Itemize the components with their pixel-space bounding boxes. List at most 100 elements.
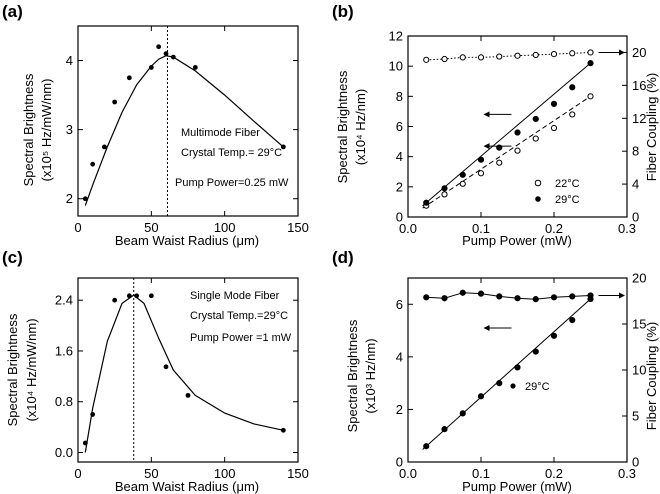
- panel-a-data-point: [90, 161, 96, 167]
- panel-d-y-tick-label: 2: [396, 402, 403, 417]
- panel-label-d: (d): [332, 248, 354, 267]
- panel-b-series-0-point: [569, 111, 576, 118]
- x-axis-title-a: Beam Waist Radius (μm): [115, 233, 259, 248]
- panel-b-series-0-point: [587, 93, 594, 100]
- panel-c-data-point: [82, 440, 88, 446]
- panel-a-data-point: [163, 51, 169, 57]
- panel-c-y-tick-label: 0.8: [55, 394, 73, 409]
- panel-b-x-tick-label: 0.3: [618, 221, 636, 236]
- panel-b-series-1-point: [569, 84, 576, 91]
- panel-b-coupling-line: [426, 52, 591, 61]
- panel-c-data-point: [112, 297, 118, 303]
- panel-b-series-1-point: [532, 115, 539, 123]
- panel-b-series-1-point: [477, 156, 485, 163]
- panel-d-series-0-point: [532, 348, 539, 355]
- panel-b-series-1-point: [496, 144, 503, 151]
- panel-b-left-axis-arrowhead: [483, 143, 490, 150]
- panel-c-y-tick-label: 1.6: [55, 343, 73, 358]
- panel-b-y-tick-label: 10: [389, 59, 403, 74]
- panel-d-series-1-point: [459, 289, 466, 296]
- panel-b-y2-tick-label: 8: [632, 144, 639, 159]
- panel-d-y-tick-label: 6: [396, 297, 403, 312]
- panel-c-x-tick-label: 100: [214, 466, 236, 481]
- panel-c-fit-curve: [84, 294, 284, 453]
- panel-a-data-point: [280, 144, 286, 150]
- panel-b-series-2-point: [550, 51, 558, 58]
- panel-b-series-0-point: [441, 191, 448, 198]
- panel-d-x-tick-label: 0.3: [618, 466, 636, 481]
- panel-b-series-1-point: [587, 60, 594, 67]
- panel-c-data-point: [134, 293, 140, 299]
- panel-a-data-point: [112, 99, 118, 105]
- panel-d-x-tick-label: 0.1: [472, 466, 490, 481]
- panel-d-y2-tick-label: 15: [632, 317, 646, 332]
- panel-a-data-point: [82, 196, 88, 202]
- panel-a-data-point: [126, 75, 132, 81]
- panel-b-series-2-point: [496, 53, 503, 60]
- panel-c-data-point: [148, 293, 154, 299]
- panel-b-series-2-point: [423, 56, 430, 63]
- panel-c-data-point: [126, 293, 132, 299]
- panel-c-y-tick-label: 0.0: [55, 445, 73, 460]
- panel-label-b: (b): [332, 2, 354, 21]
- panel-d-y2-tick-label: 5: [632, 409, 639, 424]
- y2-axis-title-d: Fiber Coupling (%): [644, 322, 659, 430]
- legend-marker-22c: [534, 179, 542, 187]
- x-axis-title-b: Pump Power (mW): [462, 233, 572, 248]
- y-axis-title-a-line2: (x10⁵ Hz/mW/nm): [39, 79, 54, 182]
- panel-d-y2-tick-label: 20: [632, 271, 646, 286]
- y-axis-title-b-line2: (x10⁴ Hz/nm): [353, 89, 368, 165]
- panel-b-y2-tick-label: 16: [632, 78, 646, 93]
- panel-b-series-0-point: [514, 147, 521, 154]
- legend-label-d-29c: 29°C: [525, 381, 550, 393]
- panel-b-y-tick-label: 4: [396, 149, 403, 164]
- panel-b-series-2-point: [514, 52, 521, 59]
- annotation-a-fiber: Multimode Fiber: [181, 127, 260, 139]
- panel-d-y-tick-label: 0: [396, 455, 403, 470]
- y-axis-title-c-line2: (x10⁴ Hz/mW/nm): [24, 318, 39, 421]
- legend-label-22c: 22°C: [555, 178, 580, 190]
- panel-d-series-1-point: [477, 290, 485, 297]
- panel-d-series-1-point: [441, 295, 448, 302]
- panel-b-series-2-point: [587, 49, 594, 56]
- panel-c-data-point: [163, 364, 169, 370]
- x-axis-title-d: Pump Power (mW): [462, 479, 572, 494]
- panel-d-y2-tick-label: 0: [632, 455, 639, 470]
- legend-marker-d-29c: [510, 383, 516, 389]
- panel-b-y2-tick-label: 12: [632, 111, 646, 126]
- y-axis-title-b-line1: Spectral Brightness: [335, 70, 350, 183]
- panel-b-fit-line: [422, 95, 591, 209]
- annotation-a-temp: Crystal Temp.= 29°C: [181, 147, 282, 159]
- panel-b-series-2-point: [441, 55, 448, 63]
- panel-b-y-tick-label: 6: [396, 119, 403, 134]
- panel-a-data-point: [170, 54, 176, 60]
- panel-b-left-axis-arrowhead: [483, 111, 490, 118]
- legend-label-29c: 29°C: [555, 194, 580, 206]
- panel-a-y-tick-label: 2: [66, 191, 73, 206]
- panel-b-series-0-point: [459, 180, 466, 187]
- panel-d-fit-line: [422, 298, 591, 450]
- legend-marker-29c: [535, 196, 541, 202]
- panel-d-series-0-point: [514, 364, 521, 371]
- panel-d-series-1-point: [496, 293, 503, 300]
- panel-d-y2-tick-label: 10: [632, 363, 646, 378]
- panel-a-plot-frame: [77, 25, 299, 217]
- panel-d-left-axis-arrowhead: [483, 324, 490, 331]
- panel-b-series-1-point: [459, 171, 466, 178]
- panel-d-series-0-point: [477, 393, 485, 400]
- panel-a-y-tick-label: 3: [66, 122, 73, 137]
- panel-a-x-tick-label: 150: [287, 220, 309, 235]
- panel-b-y2-tick-label: 20: [632, 45, 646, 60]
- panel-b-series-0-point: [477, 170, 485, 177]
- panel-c-y-tick-label: 2.4: [55, 293, 73, 308]
- panel-b-series-2-point: [477, 54, 485, 61]
- panel-a-data-point: [148, 65, 154, 70]
- panel-d-series-0-point: [550, 332, 558, 339]
- panel-d-x-tick-label: 0.0: [399, 466, 417, 481]
- panel-a-data-point: [156, 44, 162, 50]
- annotation-c-power: Pump Power =1 mW: [190, 332, 292, 344]
- panel-b-series-2-point: [532, 51, 539, 59]
- panel-d-series-1-point: [514, 295, 521, 302]
- panel-b-series-0-point: [496, 159, 503, 166]
- y-axis-title-a-line1: Spectral Brightness: [21, 73, 36, 186]
